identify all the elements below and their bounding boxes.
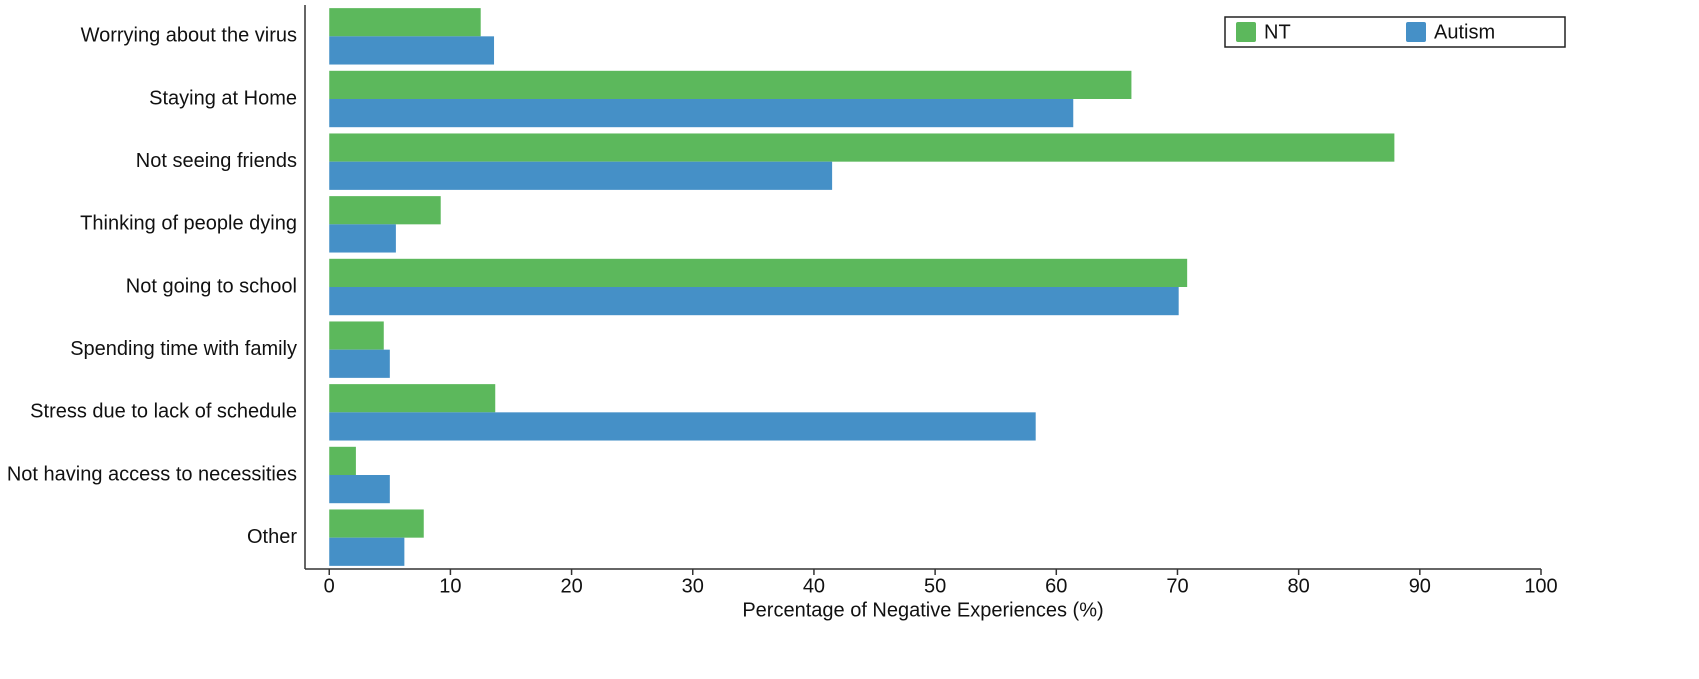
bar: [329, 509, 424, 538]
x-tick-label: 60: [1045, 575, 1067, 597]
bar: [329, 321, 384, 350]
y-tick-label: Not going to school: [126, 275, 297, 297]
legend-label: NT: [1264, 21, 1291, 43]
bar: [329, 70, 1132, 99]
y-tick-label: Not seeing friends: [136, 150, 297, 172]
bar: [329, 446, 356, 475]
x-tick-label: 80: [1288, 575, 1310, 597]
x-tick-label: 90: [1409, 575, 1431, 597]
bar: [329, 161, 833, 190]
bar: [329, 475, 390, 504]
x-tick-label: 100: [1524, 575, 1557, 597]
legend-swatch: [1236, 22, 1256, 42]
y-tick-label: Staying at Home: [149, 87, 297, 109]
x-tick-label: 50: [924, 575, 946, 597]
y-tick-label: Not having access to necessities: [7, 463, 297, 485]
x-axis-label: Percentage of Negative Experiences (%): [742, 599, 1103, 621]
bar: [329, 133, 1395, 162]
bar: [329, 384, 496, 413]
bar: [329, 349, 390, 378]
x-tick-label: 10: [439, 575, 461, 597]
x-tick-label: 30: [682, 575, 704, 597]
y-tick-label: Spending time with family: [70, 338, 297, 360]
bar: [329, 99, 1074, 128]
legend-label: Autism: [1434, 21, 1495, 43]
y-tick-label: Stress due to lack of schedule: [30, 401, 297, 423]
legend-box: [1224, 16, 1566, 48]
bar: [329, 36, 495, 65]
y-tick-label: Thinking of people dying: [80, 213, 297, 235]
x-tick-label: 0: [324, 575, 335, 597]
x-tick-label: 70: [1166, 575, 1188, 597]
bar: [329, 412, 1036, 441]
y-tick-label: Worrying about the virus: [81, 25, 297, 47]
x-tick-label: 20: [560, 575, 582, 597]
bar: [329, 258, 1188, 287]
bar: [329, 8, 481, 37]
legend-swatch: [1406, 22, 1426, 42]
bar: [329, 196, 441, 225]
bar: [329, 224, 396, 253]
bar: [329, 537, 405, 566]
x-tick-label: 40: [803, 575, 825, 597]
y-tick-label: Other: [247, 526, 297, 548]
bar: [329, 287, 1179, 316]
